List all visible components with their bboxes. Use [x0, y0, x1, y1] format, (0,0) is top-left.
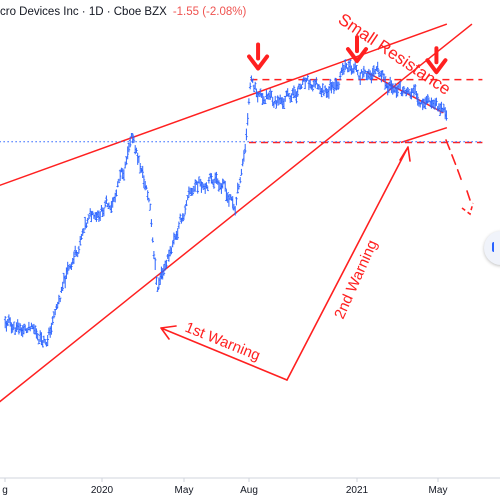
down-arrow-icon-2	[346, 47, 368, 64]
time-axis-tick-label: 2020	[91, 485, 114, 496]
time-axis-tick-label: g	[2, 485, 8, 496]
price-change: -1.55 (-2.08%)	[172, 6, 247, 18]
projection-arrow	[445, 139, 471, 201]
symbol-title: cro Devices Inc · 1D · Cboe BZX	[0, 6, 167, 18]
price-bars-layer	[3, 59, 448, 348]
scroll-to-realtime-button[interactable]	[484, 231, 500, 265]
time-axis: g 2020 May Aug 2021 May	[0, 477, 500, 496]
time-axis-tick-label: 2021	[346, 485, 369, 496]
down-arrow-icon-3	[425, 58, 448, 75]
projection-arrowhead	[461, 202, 474, 216]
time-axis-tick-label: May	[429, 485, 448, 496]
chevron-icon	[492, 242, 500, 252]
warning-2-arrow	[286, 146, 411, 381]
down-arrow-icon-1	[247, 54, 270, 71]
time-axis-tick-label: May	[175, 485, 194, 496]
line-upper-channel	[0, 23, 448, 187]
line-small-support	[400, 126, 448, 144]
warning-1-arrow	[160, 325, 288, 381]
time-axis-tick-label: Aug	[240, 485, 258, 496]
symbol-header: cro Devices Inc · 1D · Cboe BZX -1.55 (-2…	[0, 6, 246, 22]
